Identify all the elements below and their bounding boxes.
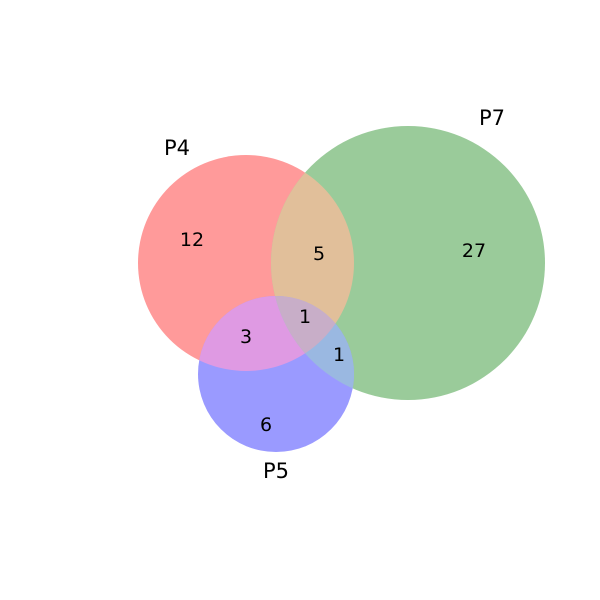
region-p7-p5: 1 (333, 344, 345, 366)
set-label-p4: P4 (164, 136, 190, 160)
region-p7-only: 27 (462, 240, 486, 262)
region-p4-p7-p5: 1 (299, 306, 311, 328)
set-label-p7: P7 (479, 106, 505, 130)
region-p4-only: 12 (180, 229, 204, 251)
set-label-p5: P5 (263, 459, 289, 483)
region-p4-p7: 5 (313, 243, 325, 265)
region-p5-only: 6 (260, 414, 272, 436)
region-p4-p5: 3 (240, 326, 252, 348)
overlap-p4-p7-p5 (271, 296, 354, 371)
